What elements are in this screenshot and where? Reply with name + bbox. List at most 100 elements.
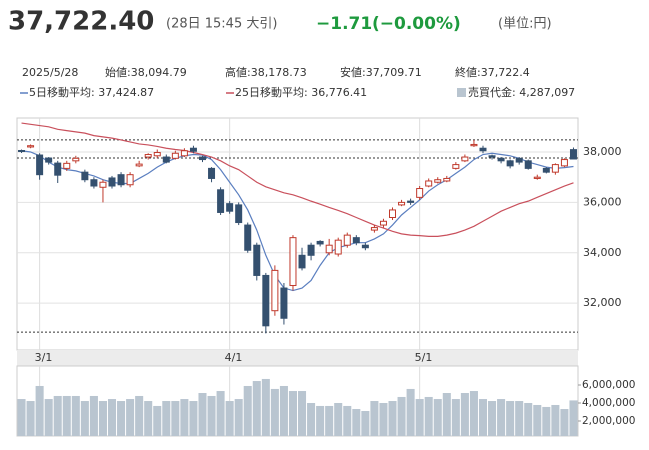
volume-bar — [279, 385, 288, 436]
change-pct: (−0.00%) — [372, 14, 461, 34]
candle-body — [63, 162, 71, 169]
candle-body — [72, 157, 80, 162]
candle-body — [416, 188, 424, 198]
volume-bar — [316, 405, 325, 436]
price: 37,722.40 — [8, 7, 154, 37]
volume-bar — [307, 402, 316, 436]
volume-bar — [252, 381, 261, 436]
info-label: 安値: — [340, 65, 366, 79]
volume-bar — [270, 388, 279, 436]
candle-body — [407, 200, 415, 203]
candle-body — [506, 160, 514, 167]
volume-bar — [180, 399, 189, 436]
volume-bar — [497, 399, 506, 436]
volume-bar — [225, 401, 234, 436]
legend-label: 売買代金: 4,287,097 — [468, 85, 575, 99]
candle-body — [398, 201, 406, 206]
volume-bar — [433, 399, 442, 436]
info-value: 38,178.73 — [251, 66, 307, 79]
volume-bar — [460, 393, 469, 436]
candle-body — [235, 204, 243, 224]
candle-body — [244, 224, 252, 251]
volume-bar — [533, 404, 542, 436]
volume-bar — [216, 391, 225, 436]
volume-bar — [478, 399, 488, 436]
y-tick-label: 4,000,000 — [582, 397, 635, 409]
candle-body — [443, 177, 451, 182]
y-tick-label: 6,000,000 — [582, 379, 635, 391]
volume-bar — [424, 396, 433, 436]
candle-body — [343, 234, 351, 246]
volume-bar — [171, 401, 180, 436]
info-value: 37,722.4 — [481, 66, 530, 79]
candle-body — [379, 220, 387, 226]
volume-bar — [44, 399, 53, 436]
y-tick-label: 2,000,000 — [582, 415, 635, 427]
candle-body — [425, 180, 433, 187]
candle-body — [316, 240, 324, 245]
volume-bar — [325, 405, 334, 436]
candle-body — [271, 269, 279, 312]
candle-body — [461, 156, 469, 162]
y-tick-label: 34,000 — [583, 246, 622, 259]
info-item: 始値:38,094.79 — [105, 65, 187, 79]
volume-bar — [551, 404, 560, 436]
volume-bar — [153, 405, 162, 436]
volume-bar — [207, 395, 216, 436]
info-label: 終値: — [455, 65, 481, 79]
candle-body — [208, 167, 216, 179]
volume-bar — [117, 401, 126, 436]
volume-bar — [261, 378, 270, 436]
candle-body — [262, 274, 270, 327]
volume-bar — [515, 401, 524, 436]
candle-body — [189, 147, 197, 152]
volume-bar — [89, 395, 98, 436]
price-panel — [16, 117, 579, 351]
candle-body — [99, 181, 107, 188]
volume-bar — [243, 385, 252, 436]
volume-bar — [542, 406, 551, 436]
candle-body — [370, 227, 378, 231]
y-tick-label: 36,000 — [583, 195, 622, 208]
unit: (単位:円) — [498, 16, 552, 32]
volume-bar — [469, 391, 478, 436]
candle-body — [54, 162, 62, 176]
candle-body — [135, 163, 143, 167]
volume-bar — [135, 395, 144, 436]
volume-bar — [17, 399, 26, 436]
volume-bar — [234, 399, 243, 436]
candle-body — [452, 164, 460, 169]
y-tick-label: 32,000 — [583, 296, 622, 309]
volume-bar — [162, 401, 171, 436]
volume-bar — [442, 393, 451, 436]
candle-body — [117, 174, 125, 186]
candle-body — [126, 174, 134, 186]
volume-bar — [144, 401, 153, 436]
moving-average — [21, 122, 574, 237]
candle-body — [551, 164, 559, 173]
candle-body — [298, 254, 306, 269]
volume-bar — [298, 391, 307, 436]
candle-body — [81, 171, 89, 181]
time: (28日 15:45 大引) — [166, 17, 277, 32]
info-label: 高値: — [225, 65, 251, 79]
volume-bar — [560, 409, 569, 436]
volume-bar — [189, 401, 198, 436]
info-label: 始値: — [105, 65, 131, 79]
volume-bar — [343, 405, 352, 436]
volume-bar — [71, 395, 80, 436]
x-tick-label: 5/1 — [415, 351, 433, 364]
info-item: 終値:37,722.4 — [455, 65, 530, 79]
x-tick-label: 4/1 — [225, 351, 243, 364]
candle-body — [361, 244, 369, 249]
info-value: 38,094.79 — [131, 66, 187, 79]
candle-body — [497, 157, 505, 162]
date-strip — [17, 350, 578, 366]
volume-bar — [415, 399, 424, 436]
candle-body — [488, 155, 496, 158]
volume-bar — [334, 402, 343, 436]
candle-body — [434, 179, 442, 183]
candle-body — [90, 179, 98, 187]
candle-body — [389, 209, 397, 219]
